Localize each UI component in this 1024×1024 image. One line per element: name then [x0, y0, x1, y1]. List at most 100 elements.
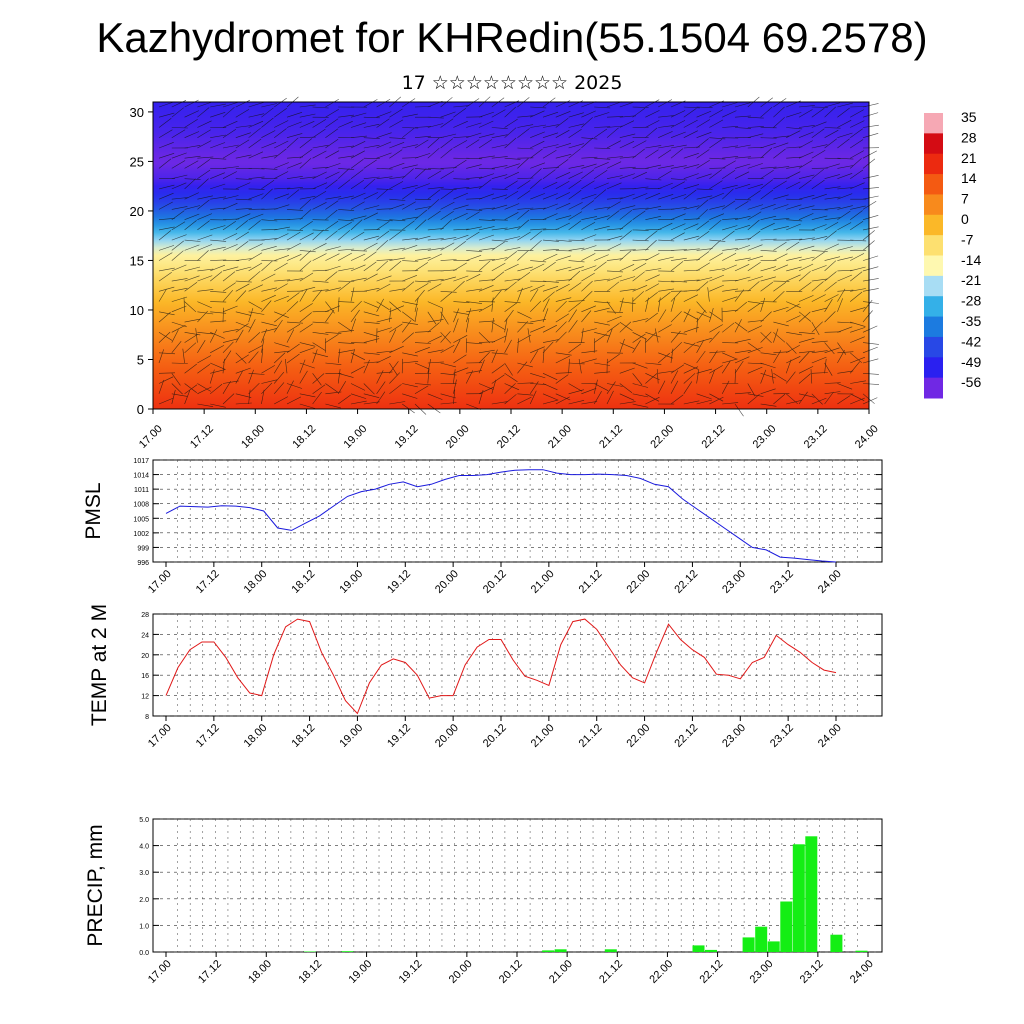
- wind-barb: [760, 388, 776, 395]
- colorbar-segment: [924, 113, 943, 134]
- wind-barb: [491, 257, 508, 261]
- wind-barb: [619, 276, 636, 282]
- x-tick-label: 17.12: [194, 568, 222, 596]
- wind-barb: [453, 280, 465, 292]
- wind-barb: [402, 281, 415, 292]
- wind-barb: [658, 370, 675, 374]
- wind-barb: [798, 151, 814, 159]
- wind-barb: [402, 260, 419, 262]
- wind-barb: [491, 379, 497, 394]
- wind-barb: [785, 342, 797, 354]
- wind-barb: [606, 201, 621, 210]
- wind-barb: [466, 226, 482, 231]
- y-tick-label: 1014: [133, 473, 149, 480]
- wind-barb: [453, 367, 469, 374]
- wind-barb: [786, 165, 802, 169]
- wind-barb: [773, 282, 787, 292]
- wind-barb: [555, 372, 572, 374]
- wind-barb: [325, 391, 342, 395]
- wind-barb: [696, 199, 709, 210]
- wind-barb: [491, 165, 508, 169]
- wind-barb: [210, 183, 226, 190]
- wind-barb: [530, 263, 545, 272]
- wind-barb: [350, 309, 360, 323]
- wind-barb: [248, 373, 265, 375]
- wind-barb: [645, 373, 658, 384]
- wind-barb: [491, 363, 505, 374]
- wind-barb: [248, 270, 261, 282]
- wind-barb: [312, 167, 329, 169]
- y-axis-label: PRECIP, mm: [84, 824, 107, 946]
- wind-barb: [645, 393, 660, 402]
- wind-barb: [504, 301, 521, 304]
- wind-barb: [581, 163, 597, 169]
- wind-barb: [325, 246, 341, 251]
- wind-barb: [274, 171, 289, 179]
- wind-barb: [670, 223, 686, 231]
- wind-barb: [645, 164, 662, 169]
- wind-barb: [184, 160, 199, 169]
- wind-barb: [222, 149, 237, 159]
- wind-barb: [670, 249, 688, 251]
- wind-barb: [824, 299, 833, 312]
- wind-barb: [222, 166, 239, 169]
- wind-barb: [197, 195, 213, 200]
- wind-barb: [235, 125, 252, 128]
- wind-barb: [606, 125, 623, 128]
- wind-barb: [210, 103, 226, 108]
- wind-barb: [312, 352, 329, 358]
- wind-barb: [632, 107, 646, 118]
- wind-barb: [773, 306, 789, 313]
- wind-barb: [261, 238, 278, 241]
- wind-barb: [722, 248, 739, 251]
- wind-barb: [158, 288, 167, 302]
- wind-barb: [261, 229, 278, 231]
- wind-barb: [786, 130, 801, 138]
- wind-barb: [517, 207, 534, 210]
- wind-barb: [261, 321, 277, 327]
- wind-barb: [837, 119, 852, 128]
- wind-barb: [683, 223, 699, 231]
- wind-barb: [850, 139, 864, 149]
- wind-barb: [862, 124, 879, 128]
- wind-barb: [414, 283, 429, 292]
- wind-barb: [734, 350, 751, 354]
- wind-barb: [376, 111, 392, 118]
- wind-barb: [363, 205, 380, 210]
- wind-barb: [274, 342, 290, 348]
- wind-barb: [581, 169, 595, 179]
- wind-barb: [798, 295, 814, 302]
- wind-barb: [517, 338, 519, 353]
- wind-barb: [440, 276, 456, 282]
- x-tick-label: 19.12: [397, 958, 425, 986]
- wind-barb: [594, 157, 611, 160]
- wind-barb: [773, 351, 790, 354]
- wind-barb: [645, 332, 661, 338]
- wind-barb: [427, 238, 444, 241]
- wind-barb: [786, 400, 802, 405]
- wind-barb: [811, 307, 828, 313]
- wind-barb: [171, 264, 187, 272]
- wind-barb: [798, 131, 814, 138]
- wind-barb: [619, 230, 632, 241]
- wind-barb: [184, 178, 197, 190]
- wind-barb: [478, 207, 495, 210]
- wind-barb: [670, 178, 687, 181]
- wind-barb: [709, 239, 721, 251]
- wind-barb: [158, 349, 164, 364]
- wind-barb: [760, 332, 772, 344]
- wind-barb: [402, 189, 415, 200]
- wind-barb: [529, 350, 539, 364]
- wind-barb: [222, 221, 236, 231]
- wind-barb: [197, 340, 206, 353]
- wind-barb: [606, 175, 623, 179]
- wind-barb: [376, 98, 391, 108]
- wind-barb: [606, 127, 619, 138]
- wind-barb: [555, 143, 571, 149]
- wind-barb: [248, 311, 265, 315]
- wind-barb: [389, 181, 404, 190]
- wind-barb: [504, 236, 521, 241]
- wind-barb: [529, 288, 539, 302]
- x-tick-label: 24.00: [853, 423, 881, 451]
- wind-barb: [811, 294, 826, 302]
